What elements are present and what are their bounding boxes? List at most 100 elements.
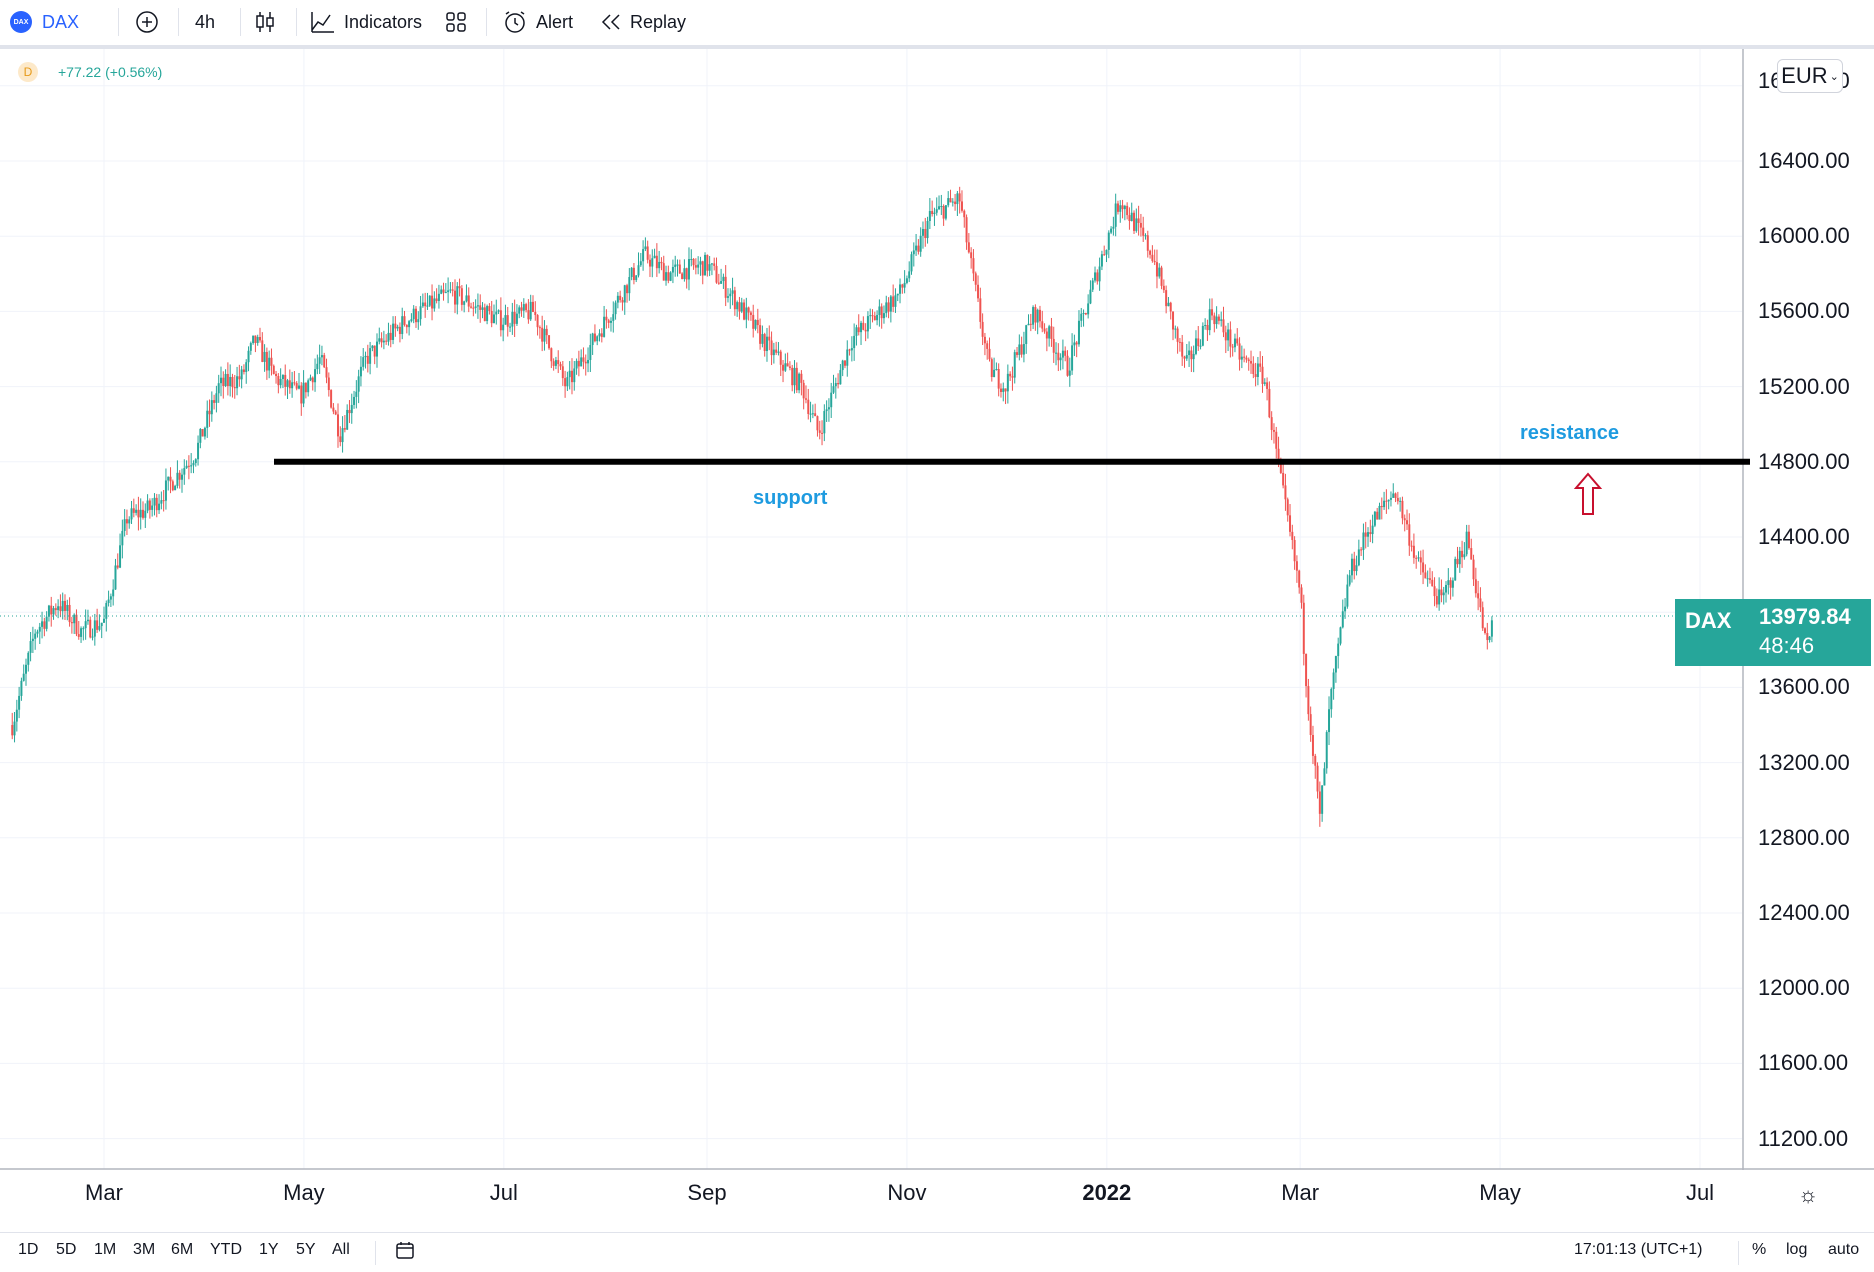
candle-body — [775, 349, 778, 353]
interval-button[interactable]: 4h — [195, 0, 215, 44]
auto-toggle[interactable]: auto — [1828, 1241, 1860, 1258]
chart-type-button[interactable] — [254, 0, 276, 44]
candle-body — [431, 295, 434, 309]
candle-body — [295, 383, 298, 389]
candle-body — [229, 376, 232, 387]
range-button-ytd[interactable]: YTD — [210, 1241, 242, 1258]
candle-body — [1252, 363, 1255, 375]
candle-body — [997, 368, 1000, 389]
range-button-1m[interactable]: 1M — [94, 1241, 117, 1258]
candle-body — [635, 275, 638, 281]
candle-body — [561, 366, 564, 379]
candle-body — [1123, 205, 1126, 210]
range-button-3m[interactable]: 3M — [133, 1241, 156, 1258]
candle-body — [146, 500, 149, 511]
candle-body — [389, 332, 392, 340]
candle-body — [435, 298, 438, 301]
templates-button[interactable] — [444, 0, 468, 44]
candle-body — [171, 481, 174, 491]
candle-body — [658, 261, 661, 269]
candle-body — [59, 606, 62, 612]
candle-body — [1155, 262, 1158, 277]
candle-body — [408, 321, 411, 328]
clock-timezone[interactable]: 17:01:13 (UTC+1) — [1574, 1241, 1703, 1258]
candle-body — [141, 509, 144, 518]
indicators-icon — [311, 12, 334, 33]
candle-body — [1272, 429, 1275, 432]
candle-body — [1385, 500, 1388, 502]
candle-body — [302, 382, 305, 404]
candle-body — [1380, 505, 1383, 508]
range-button-all[interactable]: All — [332, 1241, 350, 1258]
go-to-date-button[interactable] — [394, 1239, 416, 1266]
candle-body — [582, 357, 585, 362]
candle-body — [850, 348, 853, 351]
range-button-5d[interactable]: 5D — [56, 1241, 77, 1258]
candle-body — [123, 519, 126, 531]
replay-button[interactable]: Replay — [600, 0, 686, 44]
range-button-6m[interactable]: 6M — [171, 1241, 194, 1258]
indicators-label: Indicators — [344, 11, 423, 32]
candle-body — [116, 565, 119, 568]
range-button-1y[interactable]: 1Y — [259, 1241, 279, 1258]
candle-body — [1029, 323, 1032, 325]
compare-button[interactable] — [135, 0, 159, 44]
candle-body — [428, 295, 431, 306]
candle-body — [724, 276, 727, 298]
candle-body — [1006, 373, 1009, 392]
percent-toggle[interactable]: % — [1752, 1241, 1767, 1258]
candle-body — [662, 263, 665, 281]
candle-body — [821, 432, 824, 434]
range-button-1d[interactable]: 1D — [18, 1241, 39, 1258]
candle-body — [1318, 791, 1321, 814]
alert-button[interactable]: Alert — [502, 0, 573, 44]
candle-body — [1107, 232, 1110, 250]
candle-body — [490, 310, 493, 324]
candle-body — [460, 288, 463, 305]
indicators-button[interactable]: Indicators — [310, 0, 422, 44]
candle-body — [903, 282, 906, 288]
resistance-label[interactable]: resistance — [1520, 422, 1619, 444]
candle-body — [178, 472, 181, 480]
support-label[interactable]: support — [753, 487, 828, 509]
candle-body — [740, 302, 743, 312]
symbol-search[interactable]: DAX DAX — [10, 0, 79, 44]
candle-body — [1419, 557, 1422, 563]
price-chart[interactable] — [0, 49, 1874, 1172]
candle-body — [573, 368, 576, 383]
range-button-5y[interactable]: 5Y — [296, 1241, 316, 1258]
candle-body — [252, 335, 255, 344]
candle-body — [802, 382, 805, 399]
candle-body — [318, 357, 321, 364]
candle-body — [619, 295, 622, 301]
candle-body — [192, 463, 195, 466]
currency-button[interactable]: EUR ⌄ — [1777, 59, 1843, 93]
candle-body — [834, 383, 837, 387]
candle-body — [733, 290, 736, 310]
candle-body — [779, 351, 782, 365]
candle-body — [729, 293, 732, 297]
settings-gear-icon[interactable]: ☼ — [1798, 1182, 1819, 1207]
candle-body — [1153, 260, 1156, 263]
candle-body — [894, 295, 897, 307]
candle-body — [931, 211, 934, 215]
candle-body — [827, 407, 830, 410]
candle-body — [1263, 382, 1266, 384]
candle-body — [639, 261, 642, 266]
log-toggle[interactable]: log — [1786, 1241, 1808, 1258]
candle-body — [447, 290, 450, 293]
candle-body — [575, 360, 578, 369]
candle-body — [791, 367, 794, 386]
price-tick-label: 15600.00 — [1758, 298, 1850, 324]
candle-body — [36, 631, 39, 634]
candle-body — [1217, 316, 1220, 321]
candle-body — [105, 602, 108, 619]
symbol-logo-icon: DAX — [10, 11, 32, 33]
candle-body — [910, 254, 913, 272]
candle-body — [564, 378, 567, 387]
candle-body — [1424, 572, 1427, 579]
candle-body — [132, 508, 135, 513]
candle-body — [1043, 328, 1046, 332]
candle-body — [153, 497, 156, 506]
candle-body — [1167, 302, 1170, 307]
